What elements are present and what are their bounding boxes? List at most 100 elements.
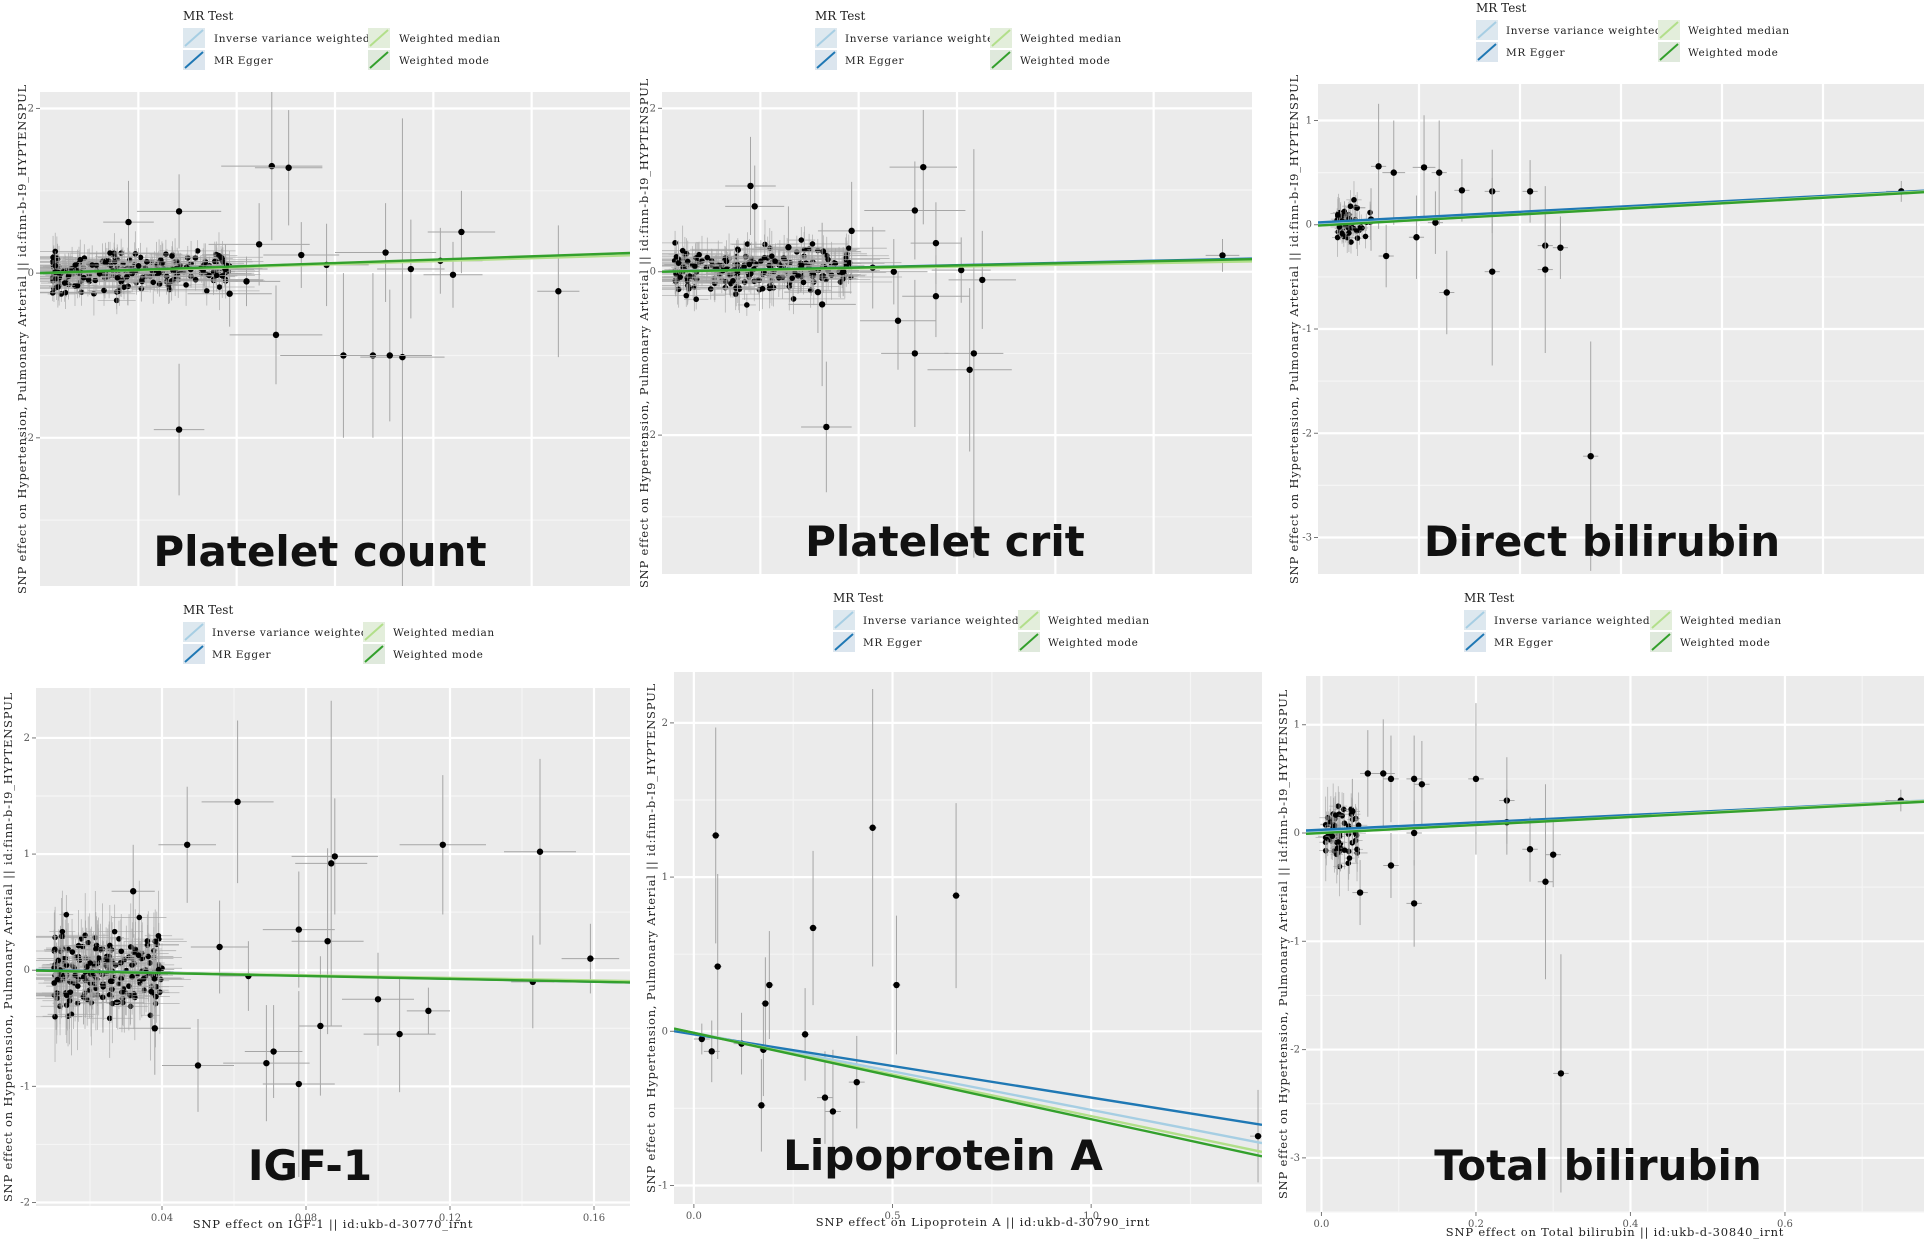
- y-axis-label: SNP effect on Hypertension, Pulmonary Ar…: [637, 78, 652, 588]
- x-tick-label: 0.08: [295, 1213, 317, 1224]
- snp-point: [966, 366, 973, 373]
- x-tick-label: 0.0: [1313, 1219, 1329, 1230]
- snp-point: [795, 273, 801, 279]
- snp-point: [382, 249, 389, 256]
- snp-point: [439, 841, 446, 848]
- snp-point: [268, 162, 275, 170]
- snp-point: [55, 957, 62, 964]
- legend-key-wmedian: [991, 29, 1011, 47]
- scatter-plot-igf-1: -2 -1 0 1 2 0.04 0.08 0.12 0.16: [20, 688, 630, 1224]
- snp-point: [675, 260, 682, 266]
- snp-point: [894, 317, 902, 324]
- snp-point: [704, 254, 711, 261]
- mr-regression-line: [662, 257, 1252, 273]
- legend-title: MR Test: [815, 9, 865, 23]
- snp-point: [1346, 230, 1352, 236]
- snp-point: [848, 227, 855, 235]
- snp-point: [1334, 234, 1341, 241]
- y-tick-label: -2: [24, 433, 34, 444]
- snp-point: [129, 270, 135, 277]
- snp-point: [458, 228, 465, 236]
- snp-point: [798, 237, 805, 243]
- snp-point: [1410, 900, 1418, 907]
- snp-point: [295, 926, 302, 933]
- legend-label-egger: MR Egger: [863, 637, 923, 649]
- snp-point: [766, 981, 773, 989]
- snp-point: [1254, 1132, 1262, 1140]
- legend-key-ivw: [1465, 611, 1485, 629]
- y-axis-label: SNP effect on Hypertension, Pulmonary Ar…: [644, 683, 659, 1193]
- snp-point: [194, 1062, 202, 1069]
- snp-point: [155, 932, 162, 939]
- snp-point: [220, 258, 226, 265]
- legend-label-ivw: Inverse variance weighted: [212, 627, 368, 639]
- snp-point: [153, 993, 159, 1000]
- snp-point: [673, 254, 680, 260]
- snp-point: [798, 262, 805, 269]
- snp-point: [1443, 289, 1450, 296]
- snp-point: [772, 258, 778, 264]
- y-tick-label: -3: [1302, 533, 1312, 544]
- y-tick-label: 1: [1306, 115, 1312, 126]
- snp-point: [67, 989, 74, 995]
- snp-point: [1334, 211, 1341, 218]
- snp-point: [54, 976, 61, 983]
- legend-label-wmedian: Weighted median: [393, 627, 495, 639]
- mr-regression-line: [36, 969, 630, 984]
- snp-point: [129, 973, 135, 980]
- snp-point: [1346, 855, 1353, 861]
- panel-title: Platelet count: [153, 527, 486, 576]
- legend-key-egger: [816, 51, 836, 69]
- snp-point: [150, 279, 157, 286]
- mr-regression-line: [674, 1030, 1262, 1126]
- snp-point: [679, 247, 686, 254]
- snp-point: [1387, 862, 1395, 869]
- snp-point: [1542, 266, 1549, 273]
- snp-point: [1557, 244, 1564, 251]
- snp-point: [78, 289, 85, 295]
- snp-point: [1219, 252, 1226, 259]
- snp-point: [1390, 169, 1397, 176]
- snp-point: [263, 1059, 270, 1067]
- snp-point: [151, 976, 158, 982]
- snp-point: [112, 258, 118, 265]
- snp-point: [130, 888, 137, 895]
- panel-igf-1: MR Test Inverse variance weighted MR Egg…: [1, 603, 630, 1232]
- snp-point: [769, 253, 775, 260]
- snp-point: [698, 1035, 706, 1043]
- legend-key-wmedian: [1659, 21, 1679, 39]
- snp-point: [386, 352, 393, 359]
- snp-point: [63, 911, 70, 918]
- panel-title: Direct bilirubin: [1424, 517, 1780, 566]
- snp-point: [59, 928, 66, 935]
- snp-point: [1387, 775, 1395, 783]
- snp-point: [151, 1025, 158, 1032]
- snp-point: [1354, 205, 1360, 211]
- snp-point: [809, 924, 817, 932]
- snp-point: [932, 293, 940, 300]
- legend-key-wmode: [991, 51, 1011, 69]
- snp-point: [169, 253, 175, 259]
- snp-point: [1341, 208, 1348, 215]
- snp-point: [748, 270, 754, 277]
- data-layer: [36, 700, 630, 1177]
- legend-key-egger: [1465, 633, 1485, 651]
- snp-point: [952, 892, 960, 899]
- snp-point: [1349, 808, 1356, 815]
- snp-point: [1364, 770, 1372, 777]
- legend-label-wmode: Weighted mode: [1688, 47, 1779, 59]
- snp-point: [135, 952, 142, 959]
- snp-point: [155, 966, 162, 973]
- snp-point: [1353, 228, 1360, 234]
- y-tick-label: 0: [662, 1026, 668, 1037]
- snp-point: [920, 163, 927, 171]
- plot-background: [1306, 676, 1924, 1212]
- snp-point: [148, 988, 154, 995]
- legend-title: MR Test: [1476, 1, 1526, 15]
- snp-point: [712, 832, 719, 839]
- snp-point: [1332, 812, 1339, 818]
- legend-label-ivw: Inverse variance weighted: [1494, 615, 1650, 627]
- snp-point: [744, 241, 751, 247]
- snp-point: [1345, 860, 1352, 866]
- panel-lipoprotein-a: MR Test Inverse variance weighted MR Egg…: [644, 591, 1262, 1230]
